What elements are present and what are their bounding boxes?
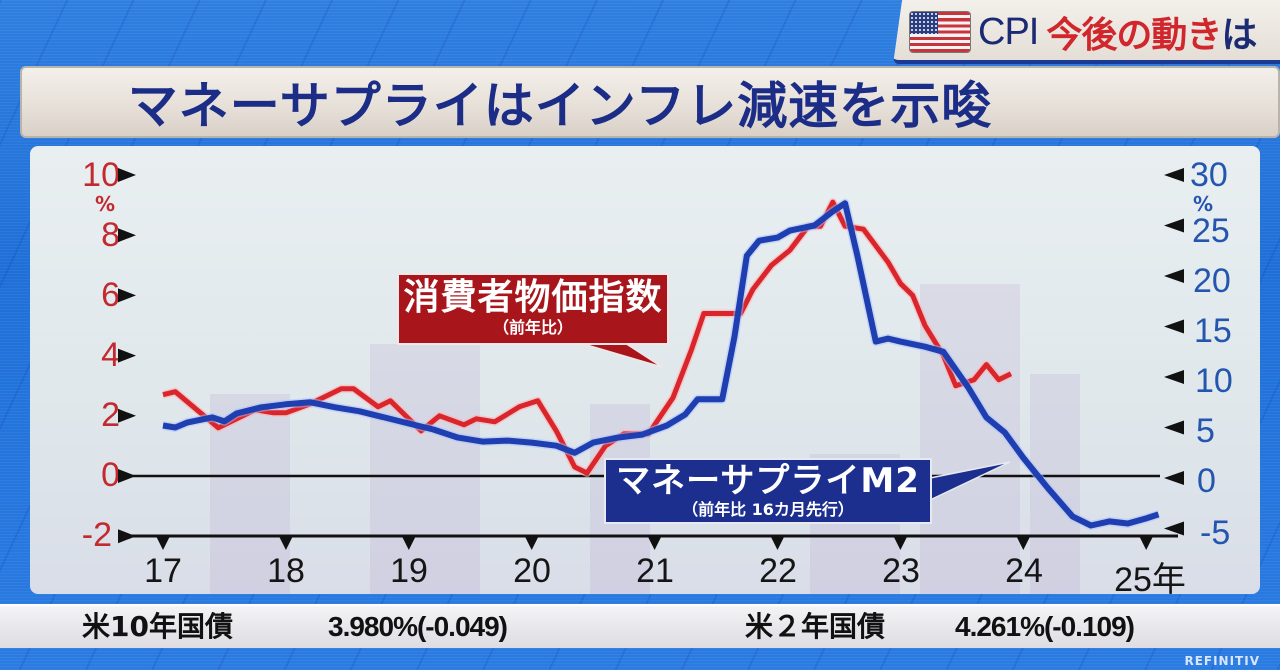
x-tick: 24: [1005, 552, 1043, 590]
corner-cpi-label: CPI: [978, 10, 1039, 53]
x-tick: 17: [144, 552, 182, 590]
right-tick: 15: [1194, 312, 1232, 350]
corner-suffix-label: は: [1221, 15, 1258, 56]
title-bar: マネーサプライはインフレ減速を示唆: [20, 66, 1280, 138]
m2-callout: マネーサプライM2 （前年比 16カ月先行）: [604, 458, 932, 524]
left-tick: 8: [101, 216, 120, 254]
x-tick: 19: [390, 552, 428, 590]
left-tick: 6: [101, 276, 120, 314]
left-tick: 0: [101, 456, 120, 494]
right-unit: %: [1193, 192, 1214, 216]
x-tick: 20: [513, 552, 551, 590]
x-tick: 25年: [1114, 561, 1186, 599]
left-tick: 4: [101, 336, 120, 374]
page-title: マネーサプライはインフレ減速を示唆: [127, 77, 993, 135]
right-tick: -5: [1200, 514, 1231, 552]
left-tick: -2: [81, 516, 112, 554]
ticker-value: 4.261%(-0.109): [955, 611, 1135, 642]
us-flag-icon: [910, 12, 970, 52]
x-tick: 22: [759, 552, 797, 590]
chart-panel: [30, 146, 1260, 594]
m2-callout-sub: （前年比 16カ月先行）: [682, 500, 854, 519]
right-tick: 5: [1196, 412, 1215, 450]
cpi-callout: 消費者物価指数 （前年比）: [397, 273, 669, 345]
m2-callout-label: マネーサプライM2: [616, 461, 920, 501]
ticker-label: 米10年国債: [82, 610, 233, 643]
ticker-label: 米２年国債: [745, 610, 886, 643]
corner-red-label: 今後の動き: [1046, 15, 1222, 56]
corner-banner-content: CPI 今後の動きは: [910, 4, 1257, 60]
left-tick: 2: [101, 396, 120, 434]
right-tick: 0: [1197, 462, 1216, 500]
right-tick: 25: [1192, 212, 1230, 250]
x-tick: 18: [267, 552, 305, 590]
left-tick: 10: [82, 156, 120, 194]
x-tick: 21: [636, 552, 674, 590]
ticker-value: 3.980%(-0.049): [328, 611, 508, 642]
right-tick: 20: [1193, 262, 1231, 300]
left-unit: %: [95, 192, 116, 216]
x-tick: 23: [882, 552, 920, 590]
cpi-callout-sub: （前年比）: [492, 318, 573, 337]
right-tick: 10: [1195, 362, 1233, 400]
brand-logo: REFINITIV: [1184, 654, 1260, 668]
bond-ticker: 米10年国債 3.980%(-0.049) 米２年国債 4.261%(-0.10…: [0, 604, 1280, 648]
cpi-callout-label: 消費者物価指数: [403, 277, 663, 318]
right-tick: 30: [1190, 156, 1228, 194]
